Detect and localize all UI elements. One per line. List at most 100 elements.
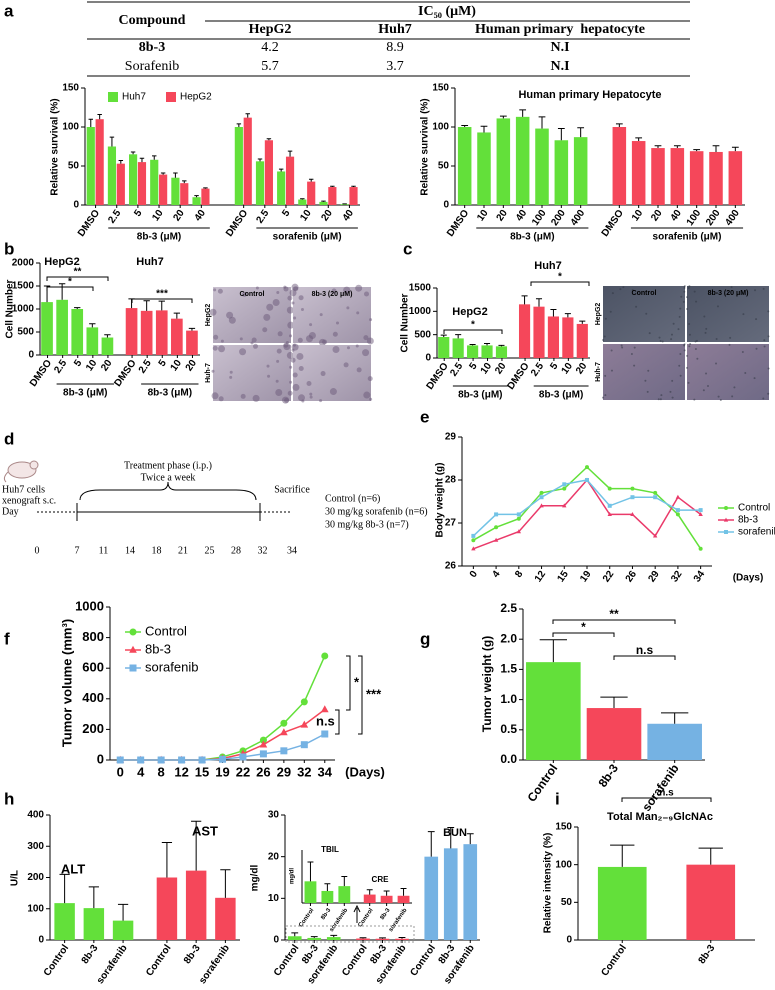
cell-texture [630,352,633,355]
error-bar [564,313,571,318]
error-bar [521,295,528,305]
error-bar [307,861,314,882]
error-bar [109,136,115,147]
cell-texture [730,286,733,289]
cell-texture [331,288,337,294]
bar [547,316,560,358]
error-bar [379,937,386,939]
series-title: HepG2 [44,256,79,268]
table-cell: 5.7 [261,59,279,74]
cell-texture [298,365,304,371]
bar [156,877,178,940]
bracket [552,619,676,624]
micrograph [603,344,685,400]
cell-texture [291,283,299,291]
bar [457,127,472,205]
cell-texture [686,296,689,299]
cell-texture [292,343,296,347]
bar [95,119,104,205]
cell-texture [703,315,706,318]
cell-texture [296,352,304,360]
point [320,705,329,713]
micrograph-label: 8b-3 (20 μM) [312,291,353,298]
x-tick-label: 22 [236,764,250,779]
x-tick-label: Control [42,943,72,979]
cell-texture [767,392,770,395]
cell-texture [292,383,300,391]
cell-texture [332,331,338,337]
cell-texture [282,396,290,404]
y-tick-label: 27 [445,518,457,529]
point [259,740,268,748]
cell-texture [287,295,293,301]
cell-texture [218,396,224,402]
y-tick-label: 100 [27,903,44,914]
cell-texture [644,379,647,382]
timeline-day: 28 [231,545,241,556]
error-bar [194,195,199,198]
annotation: ** [74,267,82,278]
table-cell: N.I [550,59,569,74]
bracket [621,797,712,802]
y-tick-label: 50 [561,897,573,908]
panel-label: f [4,629,10,648]
annotation: * [581,620,586,634]
x-tick-label: 4 [137,764,145,779]
y-tick-label: 0 [273,935,279,946]
annotation: *** [156,289,168,300]
bar [340,204,349,205]
point [698,508,703,513]
cell-texture [255,286,259,290]
cell-texture [209,308,217,316]
x-tick-label: 200 [549,208,568,228]
cell-texture [733,386,736,389]
x-tick-label: 8b-3 [595,761,621,790]
cell-texture [275,388,283,396]
x-tick-label: 10 [84,358,100,374]
point [239,753,247,761]
x-tick-label: 5 [72,358,84,369]
x-tick-label: DMSO [224,208,250,239]
cell-texture [767,335,770,338]
cell-texture [679,307,682,310]
bar [116,163,125,205]
cell-texture [633,346,636,349]
y-tick-label: 0 [73,200,79,211]
error-bar [498,344,505,347]
x-tick-label: DMSO [505,361,531,392]
bar [612,127,627,205]
cell-texture [343,286,351,294]
cell-texture [717,395,720,398]
cell-texture [283,286,289,292]
cell-texture [660,394,663,397]
point [724,530,728,534]
cell-texture [356,311,360,315]
cell-texture [309,323,313,327]
y-tick-label: 100 [555,859,572,870]
y-tick-label: 2.0 [500,631,517,645]
legend-label: Huh7 [122,92,146,103]
x-tick-label: 20 [184,358,200,374]
y-tick-label: 29 [445,432,457,443]
error-bar [427,831,435,857]
bar [518,304,531,358]
y-tick-label: 1000 [75,598,104,613]
cell-texture [704,331,707,334]
cell-texture [611,292,614,295]
bar [463,844,478,940]
micrograph [603,286,685,342]
cell-texture [291,348,295,352]
table-cell: Sorafenib [125,59,179,74]
y-axis-label: Tumor volume (mm³) [59,619,74,747]
x-tick-label: 2.5 [52,358,69,376]
timeline-day: 21 [178,545,188,556]
series-title: Huh7 [136,256,164,268]
cell-texture [241,291,247,297]
error-bar [538,116,546,129]
x-tick-label: 8 [158,764,165,779]
bracket [346,655,351,711]
x-tick-label: 15 [556,569,572,585]
bar [155,310,168,355]
x-tick-label: 8b-3 [320,907,332,921]
